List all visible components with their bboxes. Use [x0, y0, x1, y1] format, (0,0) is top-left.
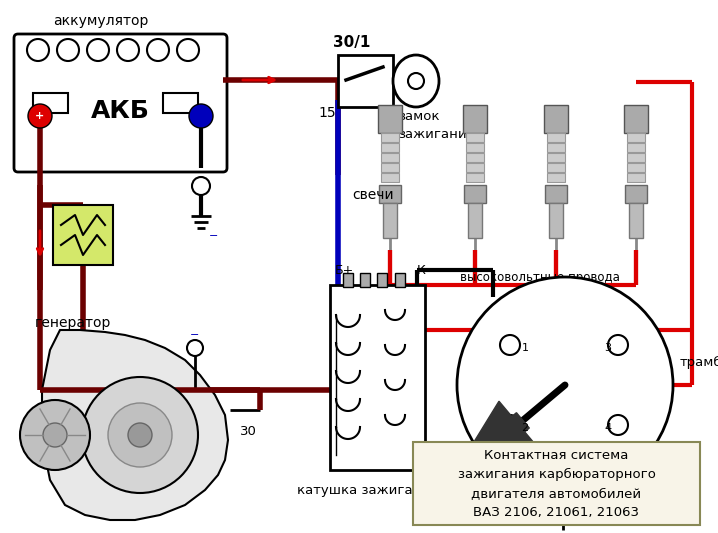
Bar	[381, 153, 399, 162]
Circle shape	[187, 340, 203, 356]
Text: свечи: свечи	[352, 188, 393, 202]
Bar	[395, 273, 405, 287]
FancyArrow shape	[449, 401, 538, 482]
Bar	[468, 203, 482, 238]
Bar	[547, 153, 565, 162]
Bar	[338, 55, 393, 107]
Bar	[33, 93, 68, 113]
Circle shape	[27, 39, 49, 61]
Bar	[545, 185, 567, 203]
Circle shape	[117, 39, 139, 61]
Bar	[629, 203, 643, 238]
Bar	[413, 442, 700, 525]
Bar	[627, 143, 645, 152]
Bar	[627, 173, 645, 182]
Text: 15: 15	[318, 106, 335, 120]
Bar	[627, 133, 645, 142]
Bar	[549, 203, 563, 238]
Circle shape	[500, 415, 520, 435]
Ellipse shape	[393, 55, 439, 107]
Bar	[466, 153, 484, 162]
Text: 4: 4	[605, 423, 612, 433]
Bar	[463, 105, 487, 133]
Bar	[330, 285, 425, 470]
Bar	[547, 143, 565, 152]
Text: 2: 2	[521, 423, 528, 433]
Text: Б+: Б+	[335, 264, 354, 277]
Bar	[547, 163, 565, 172]
Text: 30: 30	[240, 425, 256, 438]
Text: К: К	[417, 264, 426, 277]
Bar	[547, 133, 565, 142]
Text: генератор: генератор	[35, 316, 111, 330]
Bar	[163, 93, 198, 113]
Circle shape	[192, 177, 210, 195]
Circle shape	[43, 423, 67, 447]
Bar	[464, 185, 486, 203]
Circle shape	[82, 377, 198, 493]
Bar	[381, 173, 399, 182]
Text: высоковольтные провода: высоковольтные провода	[460, 271, 620, 285]
Circle shape	[189, 104, 213, 128]
Text: катушка зажигания: катушка зажигания	[297, 484, 438, 497]
Circle shape	[608, 335, 628, 355]
Circle shape	[87, 39, 109, 61]
Text: Контактная система
зажигания карбюраторного
двигателя автомобилей
ВАЗ 2106, 2106: Контактная система зажигания карбюраторн…	[457, 449, 656, 519]
Text: 1: 1	[521, 343, 528, 353]
Text: 30/1: 30/1	[333, 36, 370, 51]
Circle shape	[500, 335, 520, 355]
Circle shape	[457, 277, 673, 493]
Circle shape	[28, 104, 52, 128]
Text: −: −	[190, 330, 200, 340]
Circle shape	[408, 73, 424, 89]
Circle shape	[147, 39, 169, 61]
Bar	[547, 173, 565, 182]
Text: АКБ: АКБ	[91, 99, 150, 123]
Text: 3: 3	[605, 343, 612, 353]
Bar	[381, 163, 399, 172]
Circle shape	[57, 39, 79, 61]
Text: −: −	[209, 231, 218, 241]
Circle shape	[177, 39, 199, 61]
Bar	[466, 163, 484, 172]
Circle shape	[108, 403, 172, 467]
Bar	[381, 133, 399, 142]
Text: аккумулятор: аккумулятор	[53, 14, 148, 28]
Text: +: +	[35, 111, 45, 121]
Text: замок: замок	[398, 110, 439, 124]
Circle shape	[20, 400, 90, 470]
Bar	[53, 205, 113, 265]
Bar	[381, 143, 399, 152]
Circle shape	[128, 423, 152, 447]
FancyBboxPatch shape	[14, 34, 227, 172]
Bar	[624, 105, 648, 133]
Text: зажигания: зажигания	[398, 128, 475, 141]
Bar	[466, 143, 484, 152]
Circle shape	[608, 415, 628, 435]
Bar	[383, 203, 397, 238]
Bar	[377, 273, 387, 287]
Bar	[625, 185, 647, 203]
Bar	[360, 273, 370, 287]
Bar	[466, 173, 484, 182]
Bar	[466, 133, 484, 142]
Bar	[378, 105, 402, 133]
Bar	[544, 105, 568, 133]
Bar	[627, 163, 645, 172]
Bar	[379, 185, 401, 203]
Polygon shape	[42, 330, 228, 520]
Text: трамблер: трамблер	[680, 356, 718, 368]
Bar	[343, 273, 353, 287]
Bar	[627, 153, 645, 162]
